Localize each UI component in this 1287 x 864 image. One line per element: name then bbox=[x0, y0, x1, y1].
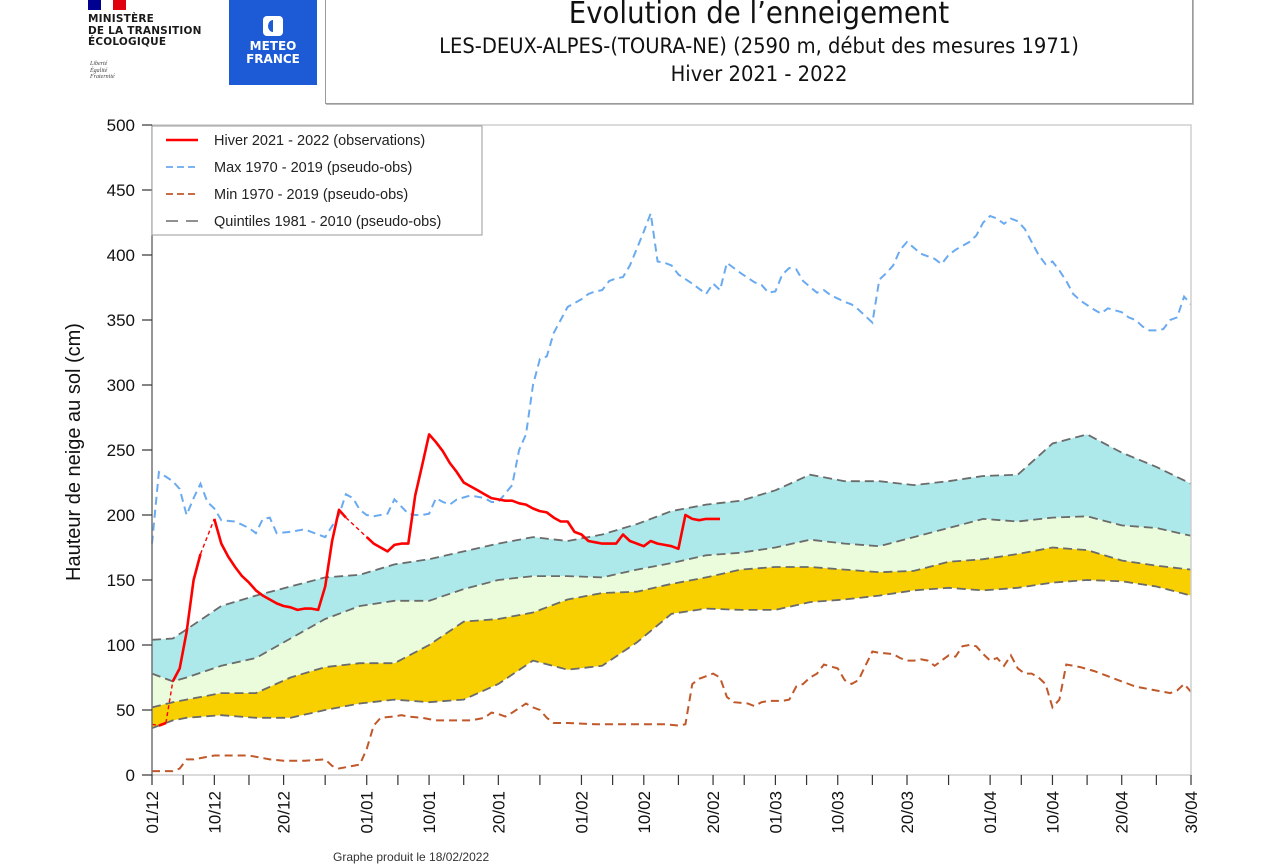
legend-label: Quintiles 1981 - 2010 (pseudo-obs) bbox=[214, 214, 441, 230]
observation-gap-line bbox=[199, 518, 215, 555]
quintile-lines bbox=[151, 433, 1192, 730]
y-tick-label: 350 bbox=[107, 311, 135, 330]
footer-note: Graphe produit le 18/02/2022 bbox=[333, 850, 490, 864]
y-tick-label: 250 bbox=[107, 441, 135, 460]
series-lines bbox=[151, 213, 1192, 773]
quintile-line-20 bbox=[151, 579, 1192, 730]
motto-line: Fraternité bbox=[90, 74, 115, 80]
x-tick-label: 20/03 bbox=[898, 791, 917, 834]
y-tick-label: 400 bbox=[107, 246, 135, 265]
french-flag-icon bbox=[88, 0, 127, 10]
chart-subtitle: LES-DEUX-ALPES-(TOURA-NE) (2590 m, début… bbox=[439, 34, 1079, 58]
band-q20-q40 bbox=[152, 547, 1191, 729]
meteo-logo-line: METEO bbox=[249, 39, 297, 53]
observation-line bbox=[213, 508, 347, 612]
legend-box bbox=[151, 125, 483, 236]
meteo-france-emblem-icon bbox=[263, 16, 283, 36]
observation-line bbox=[171, 553, 202, 683]
ministry-line: ÉCOLOGIQUE bbox=[88, 36, 167, 48]
max-line bbox=[151, 213, 1192, 544]
y-tick-label: 100 bbox=[107, 636, 135, 655]
x-tick-label: 30/04 bbox=[1182, 791, 1201, 834]
legend-label: Hiver 2021 - 2022 (observations) bbox=[214, 133, 425, 149]
y-axis-label: Hauteur de neige au sol (cm) bbox=[63, 323, 85, 581]
x-tick-label: 20/02 bbox=[704, 791, 723, 834]
x-tick-label: 20/04 bbox=[1113, 791, 1132, 834]
observation-line bbox=[158, 721, 167, 727]
x-tick-label: 10/12 bbox=[205, 791, 224, 834]
motto-line: Liberté bbox=[90, 61, 108, 67]
y-tick-label: 50 bbox=[116, 701, 135, 720]
x-tick-label: 20/12 bbox=[275, 791, 294, 834]
legend-label: Min 1970 - 2019 (pseudo-obs) bbox=[214, 187, 408, 203]
x-tick-label: 10/01 bbox=[420, 791, 439, 834]
title-box: Evolution de l’enneigement LES-DEUX-ALPE… bbox=[325, 0, 1193, 104]
band-q40-q60 bbox=[152, 516, 1191, 708]
x-tick-label: 01/12 bbox=[143, 791, 162, 834]
quintile-line-80 bbox=[151, 433, 1192, 641]
y-tick-label: 500 bbox=[107, 116, 135, 135]
observation-line bbox=[365, 433, 720, 553]
y-tick-label: 300 bbox=[107, 376, 135, 395]
x-tick-label: 01/03 bbox=[766, 791, 785, 834]
axes: 0 50 100 150 200 250 300 350 400 450 500 01/12 10/12… bbox=[63, 116, 1201, 834]
min-line bbox=[152, 643, 1192, 773]
ministry-line: DE LA TRANSITION bbox=[88, 24, 202, 37]
observation-gap-line bbox=[151, 723, 160, 727]
observation-gap-line bbox=[345, 517, 368, 538]
meteo-france-logo: METEO FRANCE bbox=[229, 0, 317, 85]
y-tick-label: 150 bbox=[107, 571, 135, 590]
legend-label: Max 1970 - 2019 (pseudo-obs) bbox=[214, 160, 412, 176]
chart-season: Hiver 2021 - 2022 bbox=[670, 62, 848, 86]
observation-gap-line bbox=[165, 681, 174, 724]
meteo-logo-line: FRANCE bbox=[246, 52, 300, 66]
quintile-line-60 bbox=[151, 515, 1192, 683]
quintile-bands bbox=[152, 434, 1191, 729]
x-tick-label: 20/01 bbox=[489, 791, 508, 834]
band-q60-q80 bbox=[152, 434, 1191, 682]
quintile-line-40 bbox=[151, 546, 1192, 709]
legend: Hiver 2021 - 2022 (observations) Max 1970… bbox=[151, 125, 483, 236]
x-tick-label: 10/04 bbox=[1043, 791, 1062, 834]
republic-motto: Liberté Égalité Fraternité bbox=[90, 61, 115, 81]
motto-line: Égalité bbox=[90, 67, 108, 74]
chart-title: Evolution de l’enneigement bbox=[568, 0, 950, 31]
x-tick-label: 01/02 bbox=[572, 791, 591, 834]
x-tick-label: 10/03 bbox=[829, 791, 848, 834]
y-tick-label: 200 bbox=[107, 506, 135, 525]
ministry-line: MINISTÈRE bbox=[88, 13, 155, 25]
x-tick-label: 01/01 bbox=[358, 791, 377, 834]
x-tick-label: 01/04 bbox=[981, 791, 1000, 834]
ministry-logo-text: MINISTÈRE DE LA TRANSITION ÉCOLOGIQUE bbox=[88, 13, 202, 49]
y-tick-label: 450 bbox=[107, 181, 135, 200]
y-tick-label: 0 bbox=[126, 766, 135, 785]
x-tick-label: 10/02 bbox=[635, 791, 654, 834]
